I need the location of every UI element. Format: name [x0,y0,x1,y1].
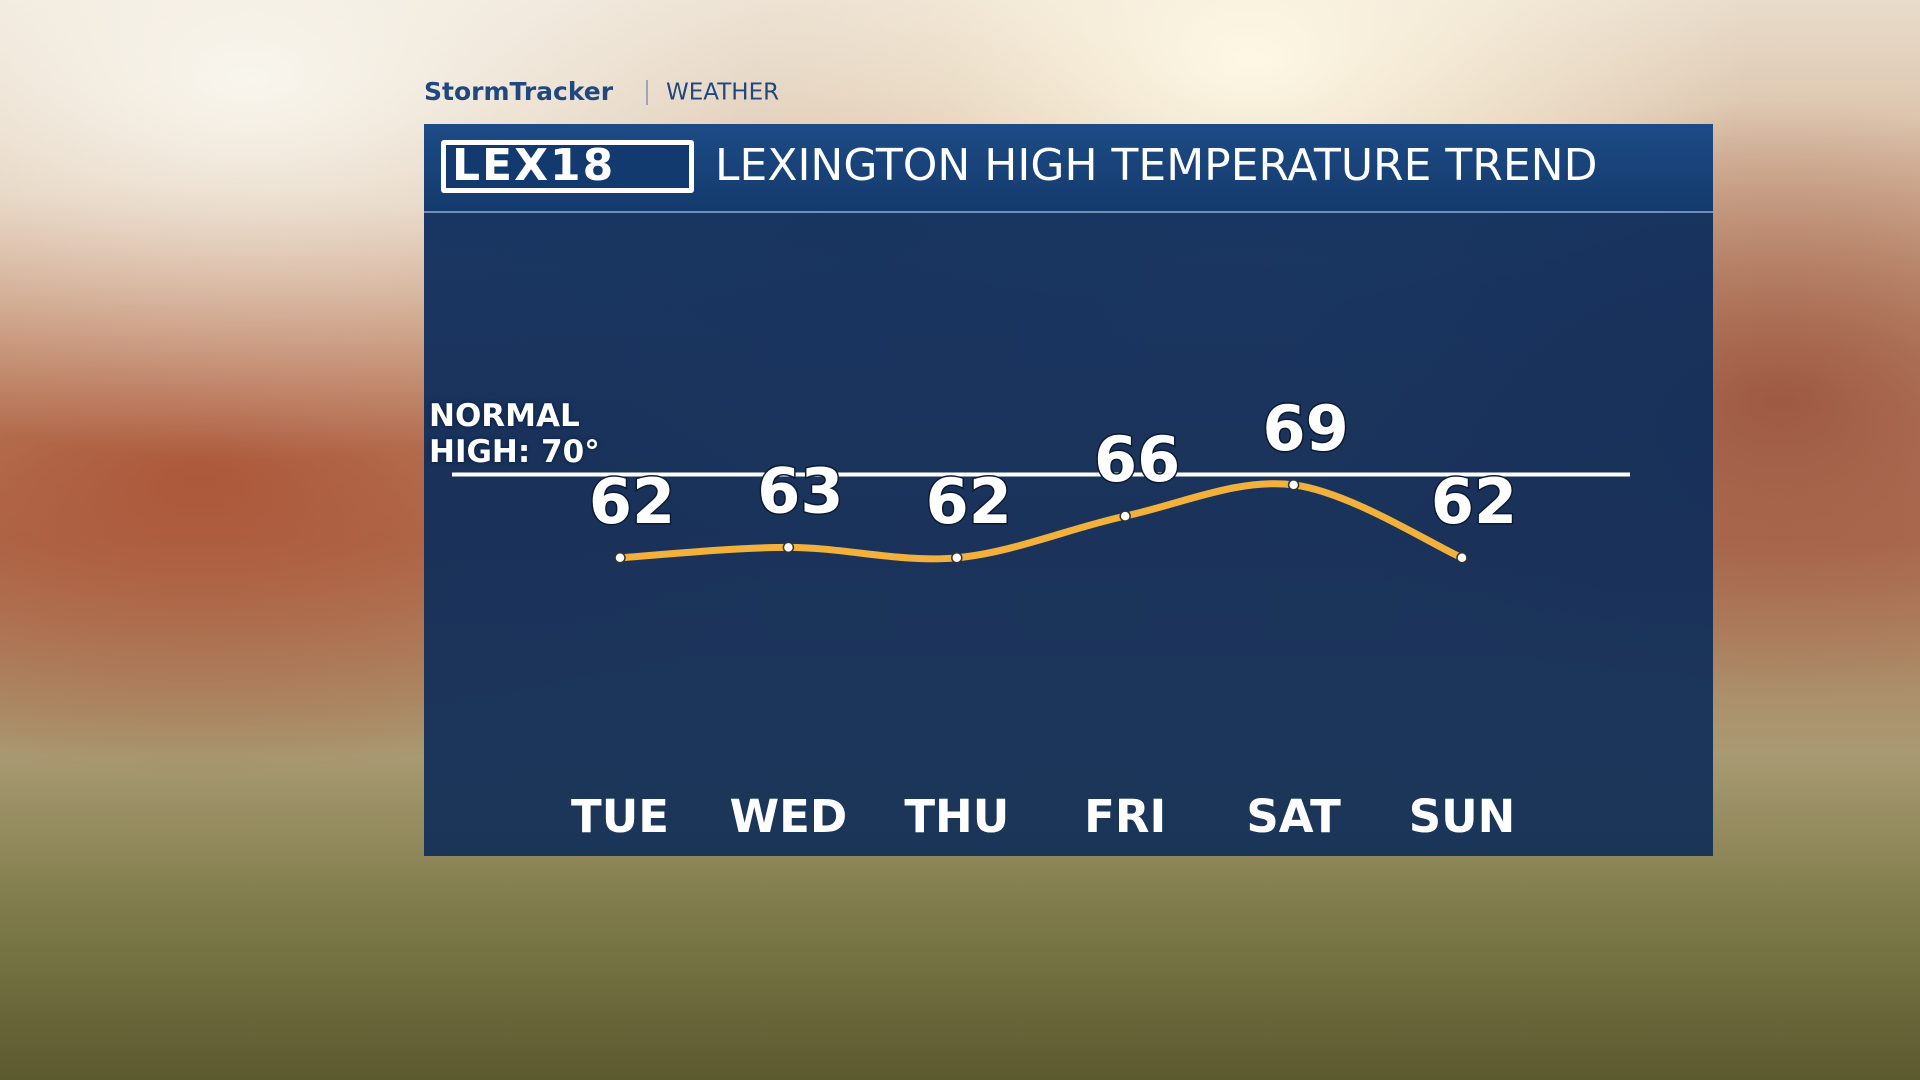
value-label: 69 [1262,392,1348,465]
value-label: 66 [1094,423,1180,496]
point [1456,552,1468,564]
point [951,552,963,564]
x-tick-label: SUN [1409,790,1516,843]
value-label: 63 [757,454,843,527]
point [1119,510,1131,522]
value-label: 62 [926,465,1012,538]
trend-line [616,480,1466,563]
chart-title: LEXINGTON HIGH TEMPERATURE TREND [715,140,1597,191]
x-tick-label: THU [904,790,1009,843]
brand: StormTracker [424,77,614,106]
x-tick-label: SAT [1246,790,1341,843]
x-tick-label: FRI [1084,790,1166,843]
panel [424,124,1713,856]
point [1287,479,1300,491]
logo-inner [446,145,689,188]
normal-label: NORMAL HIGH: 70° [429,398,600,470]
section: WEATHER [666,80,779,106]
x-tick-label: TUE [571,790,669,843]
value-label: 62 [1431,465,1517,538]
point [782,541,795,554]
logo: LEX18 [452,140,615,191]
point [614,552,626,564]
value-label: 62 [589,465,675,538]
x-tick-label: WED [730,790,848,843]
